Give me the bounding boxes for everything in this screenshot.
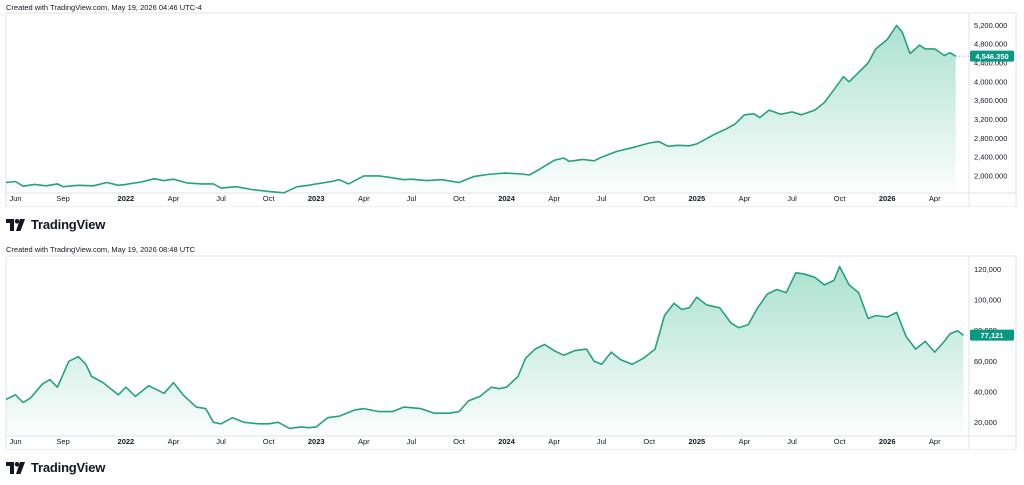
x-tick-label: Apr [168,194,180,203]
x-tick-label: 2026 [879,194,896,203]
x-tick-label: Apr [168,437,180,446]
x-tick-label: Apr [358,437,370,446]
tradingview-logo[interactable]: TradingView [6,217,105,232]
chart-panel-1: Created with TradingView.com, May 19, 20… [0,0,1024,240]
tradingview-logo-text: TradingView [31,460,106,475]
y-tick-label: 4,800.000 [974,40,1007,49]
last-price-label-bg [970,50,1014,62]
x-tick-label: Oct [263,194,276,203]
x-tick-label: 2025 [689,194,706,203]
x-tick-label: Apr [739,437,751,446]
x-tick-label: Oct [453,437,466,446]
chart-frame [5,12,1017,207]
price-line [5,24,957,194]
y-tick-label: 60,000 [974,357,997,366]
x-tick-label: Jul [216,194,226,203]
x-tick-label: 2025 [689,437,706,446]
x-tick-label: Apr [548,194,560,203]
x-tick-label: 2022 [118,194,135,203]
x-tick-label: 2026 [879,437,896,446]
y-tick-label: 4,400.000 [974,59,1007,68]
tradingview-logo-icon [6,218,25,231]
x-tick-label: 2024 [498,194,516,203]
last-price-label: 4,546.350 [970,50,1014,62]
price-chart-2[interactable]: 120,000100,00080,00060,00040,00020,000Ju… [0,255,1024,450]
x-tick-label: Apr [739,194,751,203]
y-tick-label: 120,000 [974,265,1001,274]
last-price-label-text: 4,546.350 [975,52,1008,61]
x-tick-label: Oct [643,437,656,446]
y-tick-label: 100,000 [974,296,1001,305]
y-tick-label: 2,400.000 [974,153,1007,162]
tradingview-logo-text: TradingView [31,217,106,232]
price-area-fill [6,25,956,194]
tradingview-logo-icon [6,461,25,474]
chart-caption: Created with TradingView.com, May 19, 20… [6,3,202,12]
x-tick-label: Oct [834,437,847,446]
x-tick-label: Sep [56,194,69,203]
chart-panel-2: Created with TradingView.com, May 19, 20… [0,242,1024,485]
x-tick-label: Jul [407,437,417,446]
price-line [5,265,964,430]
x-tick-label: Oct [643,194,656,203]
last-price-label: 77,121 [970,329,1014,341]
x-tick-label: Jul [216,437,226,446]
x-tick-label: Jul [597,194,607,203]
y-tick-label: 3,200.000 [974,115,1007,124]
x-tick-label: 2023 [308,437,325,446]
x-tick-label: Oct [453,194,466,203]
y-tick-label: 2,000.000 [974,171,1007,180]
x-tick-label: 2023 [308,194,325,203]
x-tick-label: Sep [56,437,69,446]
x-tick-label: Jul [787,194,797,203]
tradingview-logo[interactable]: TradingView [6,460,105,475]
x-tick-label: Jul [787,437,797,446]
x-tick-label: Apr [548,437,560,446]
price-area-fill [6,266,964,436]
x-tick-label: Oct [834,194,847,203]
x-tick-label: Oct [263,437,276,446]
chart-caption: Created with TradingView.com, May 19, 20… [6,245,196,254]
x-tick-label: Jul [407,194,417,203]
x-tick-label: 2024 [498,437,516,446]
y-tick-label: 3,600.000 [974,96,1007,105]
price-chart-1[interactable]: 5,200.000 4,800.000 4,400.000 4,000.000 3,60… [0,12,1024,207]
y-tick-label: 5,200.000 [974,21,1007,30]
chart-frame [5,255,1017,450]
x-tick-label: Apr [929,437,941,446]
x-tick-label: Jun [9,437,21,446]
y-tick-label: 20,000 [974,418,997,427]
last-price-label-text: 77,121 [981,331,1004,340]
x-tick-label: 2022 [118,437,135,446]
y-tick-label: 40,000 [974,387,997,396]
x-tick-label: Jul [597,437,607,446]
x-tick-label: Apr [358,194,370,203]
x-tick-label: Apr [929,194,941,203]
y-tick-label: 2,800.000 [974,134,1007,143]
last-price-label-bg [970,329,1014,341]
x-tick-label: Jun [9,194,21,203]
y-tick-label: 4,000.000 [974,77,1007,86]
